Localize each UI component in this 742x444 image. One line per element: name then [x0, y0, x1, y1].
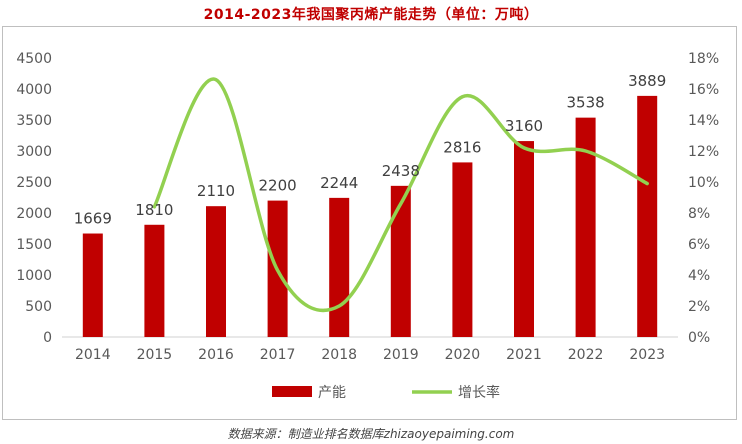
bar-2014 — [82, 233, 103, 337]
y-left-tick-label: 2500 — [16, 175, 52, 191]
x-tick-label: 2022 — [568, 347, 604, 363]
x-tick-label: 2020 — [445, 347, 481, 363]
bar-value-label: 2244 — [320, 174, 358, 192]
y-right-tick-label: 8% — [688, 206, 710, 222]
bar-value-label: 2438 — [382, 162, 420, 180]
chart-title: 2014-2023年我国聚丙烯产能走势（单位：万吨） — [203, 7, 539, 23]
bar-2021 — [514, 141, 534, 337]
y-right-tick-label: 4% — [688, 268, 710, 284]
y-left-tick-label: 3000 — [16, 144, 52, 160]
data-source-note: 数据来源：制造业排名数据库zhizaoyepaiming.com — [227, 427, 515, 441]
x-tick-label: 2014 — [75, 347, 111, 363]
y-right-tick-label: 18% — [688, 51, 719, 67]
y-right-tick-label: 10% — [688, 175, 719, 191]
y-left-tick-label: 3500 — [16, 113, 52, 129]
x-tick-label: 2019 — [383, 347, 419, 363]
y-right-tick-label: 0% — [688, 330, 710, 346]
x-tick-label: 2021 — [506, 347, 542, 363]
legend-bar-label: 产能 — [318, 385, 346, 401]
y-right-tick-label: 2% — [688, 299, 710, 315]
bar-value-label: 2110 — [197, 182, 235, 200]
x-tick-label: 2015 — [137, 347, 173, 363]
y-right-tick-label: 6% — [688, 237, 710, 253]
y-left-tick-label: 1000 — [16, 268, 52, 284]
bar-2020 — [452, 162, 473, 337]
y-right-tick-label: 12% — [688, 144, 719, 160]
bar-value-label: 3160 — [505, 117, 543, 135]
x-tick-label: 2017 — [260, 347, 296, 363]
y-left-tick-label: 1500 — [16, 237, 52, 253]
bar-2019 — [390, 185, 411, 337]
y-right-tick-label: 16% — [688, 82, 719, 98]
bar-value-label: 3889 — [628, 72, 666, 90]
bar-value-label: 2816 — [443, 138, 481, 156]
bar-2018 — [329, 197, 350, 337]
bar-2015 — [144, 224, 165, 337]
chart-frame — [2, 26, 737, 420]
y-left-tick-label: 4500 — [16, 51, 52, 67]
bar-value-label: 1810 — [135, 201, 173, 219]
legend-line-label: 增长率 — [458, 384, 500, 401]
bar-value-label: 1669 — [74, 210, 112, 228]
y-left-tick-label: 0 — [43, 330, 52, 346]
bar-value-label: 3538 — [567, 94, 605, 112]
y-right-tick-label: 14% — [688, 113, 719, 129]
legend-bar-swatch — [272, 386, 312, 397]
y-left-tick-label: 4000 — [16, 82, 52, 98]
bar-2023 — [637, 95, 658, 337]
bar-2016 — [206, 206, 226, 337]
x-tick-label: 2018 — [321, 347, 357, 363]
growth-rate-line — [152, 77, 649, 313]
y-left-tick-label: 2000 — [16, 206, 52, 222]
y-left-tick-label: 500 — [25, 299, 52, 315]
bar-value-label: 2200 — [259, 177, 297, 195]
bar-line-chart: 0 500 1000 1500 2000 2500 3000 3500 4000 4500 0% 2%… — [16, 51, 719, 401]
x-tick-label: 2016 — [198, 347, 234, 363]
x-tick-label: 2023 — [629, 347, 665, 363]
bar-2022 — [575, 117, 596, 337]
